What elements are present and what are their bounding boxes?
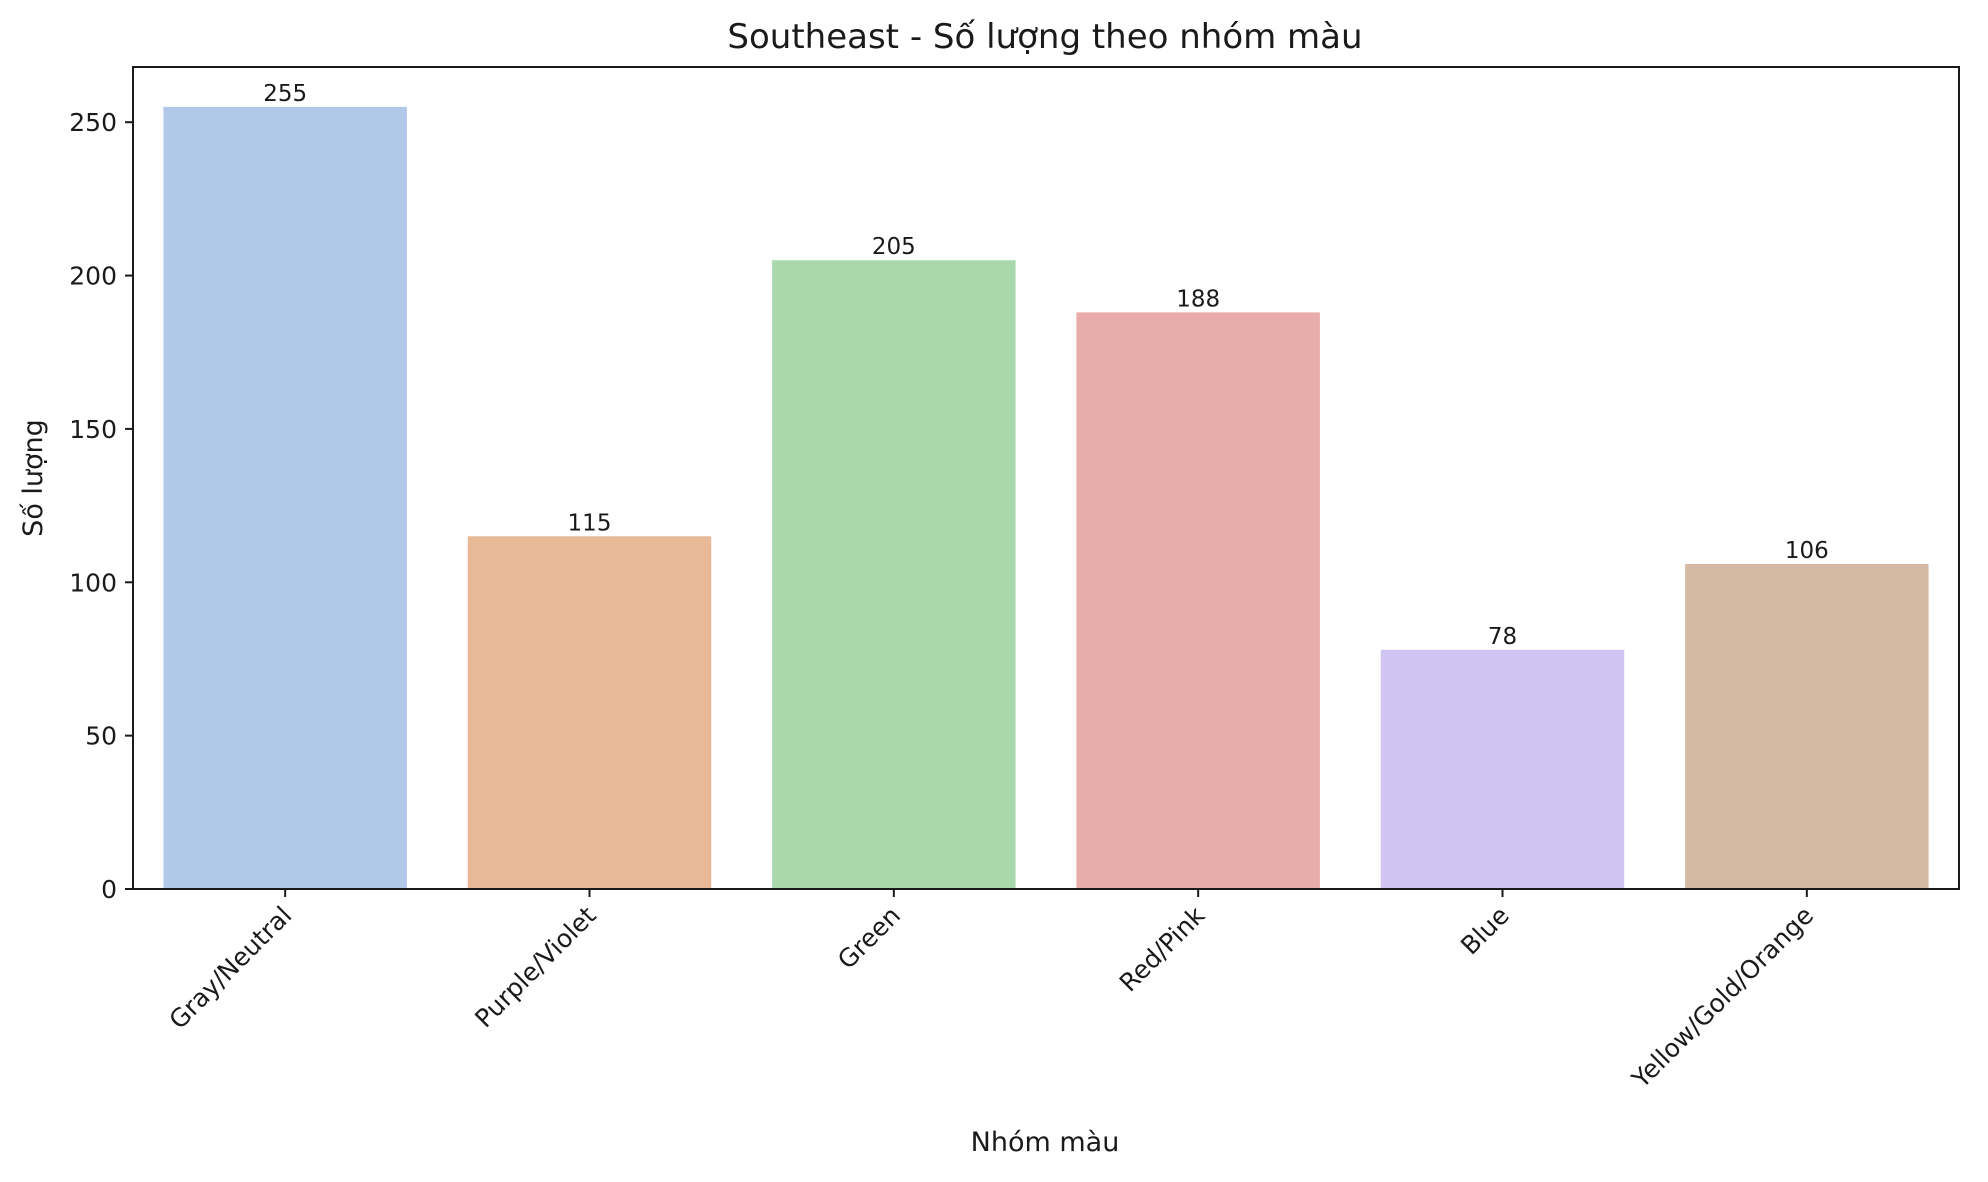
y-tick-label-150: 150	[69, 415, 117, 444]
data-label-green: 205	[872, 234, 916, 260]
y-tick-label-0: 0	[101, 875, 117, 904]
x-tick-label-blue: Blue	[1455, 901, 1515, 961]
y-tick-label-100: 100	[69, 568, 117, 597]
bar-yellow-gold-orange	[1685, 563, 1929, 889]
data-label-red-pink: 188	[1176, 286, 1220, 312]
bar-green	[772, 260, 1016, 890]
data-label-purple-violet: 115	[568, 510, 612, 536]
x-tick-label-red-pink: Red/Pink	[1114, 900, 1211, 997]
bar-gray-neutral	[163, 106, 407, 890]
x-axis: Gray/Neutral Purple/Violet Green Red/Pink Bl…	[163, 889, 1819, 1094]
data-label-yellow-gold-orange: 106	[1785, 538, 1829, 564]
y-axis-label: Số lượng	[18, 419, 49, 537]
data-label-blue: 78	[1488, 624, 1517, 650]
chart-title: Southeast - Số lượng theo nhóm màu	[727, 17, 1362, 57]
y-axis: 0 50 100 150 200 250	[69, 108, 133, 904]
bar-red-pink	[1076, 312, 1320, 889]
x-tick-label-gray-neutral: Gray/Neutral	[163, 901, 297, 1035]
x-axis-label: Nhóm màu	[971, 1127, 1120, 1158]
x-tick-label-purple-violet: Purple/Violet	[469, 901, 602, 1034]
bar-purple-violet	[467, 536, 712, 889]
y-tick-label-200: 200	[69, 262, 117, 291]
data-labels-group: 255 115 205 188 78 106	[263, 81, 1829, 650]
data-label-gray-neutral: 255	[263, 81, 307, 107]
x-tick-label-green: Green	[832, 901, 906, 975]
y-tick-label-50: 50	[85, 722, 117, 751]
y-tick-label-250: 250	[69, 108, 117, 137]
x-tick-label-yellow-gold-orange: Yellow/Gold/Orange	[1626, 901, 1820, 1095]
plot-frame	[132, 66, 1960, 890]
bars-group	[163, 106, 1929, 890]
bar-blue	[1380, 649, 1625, 889]
